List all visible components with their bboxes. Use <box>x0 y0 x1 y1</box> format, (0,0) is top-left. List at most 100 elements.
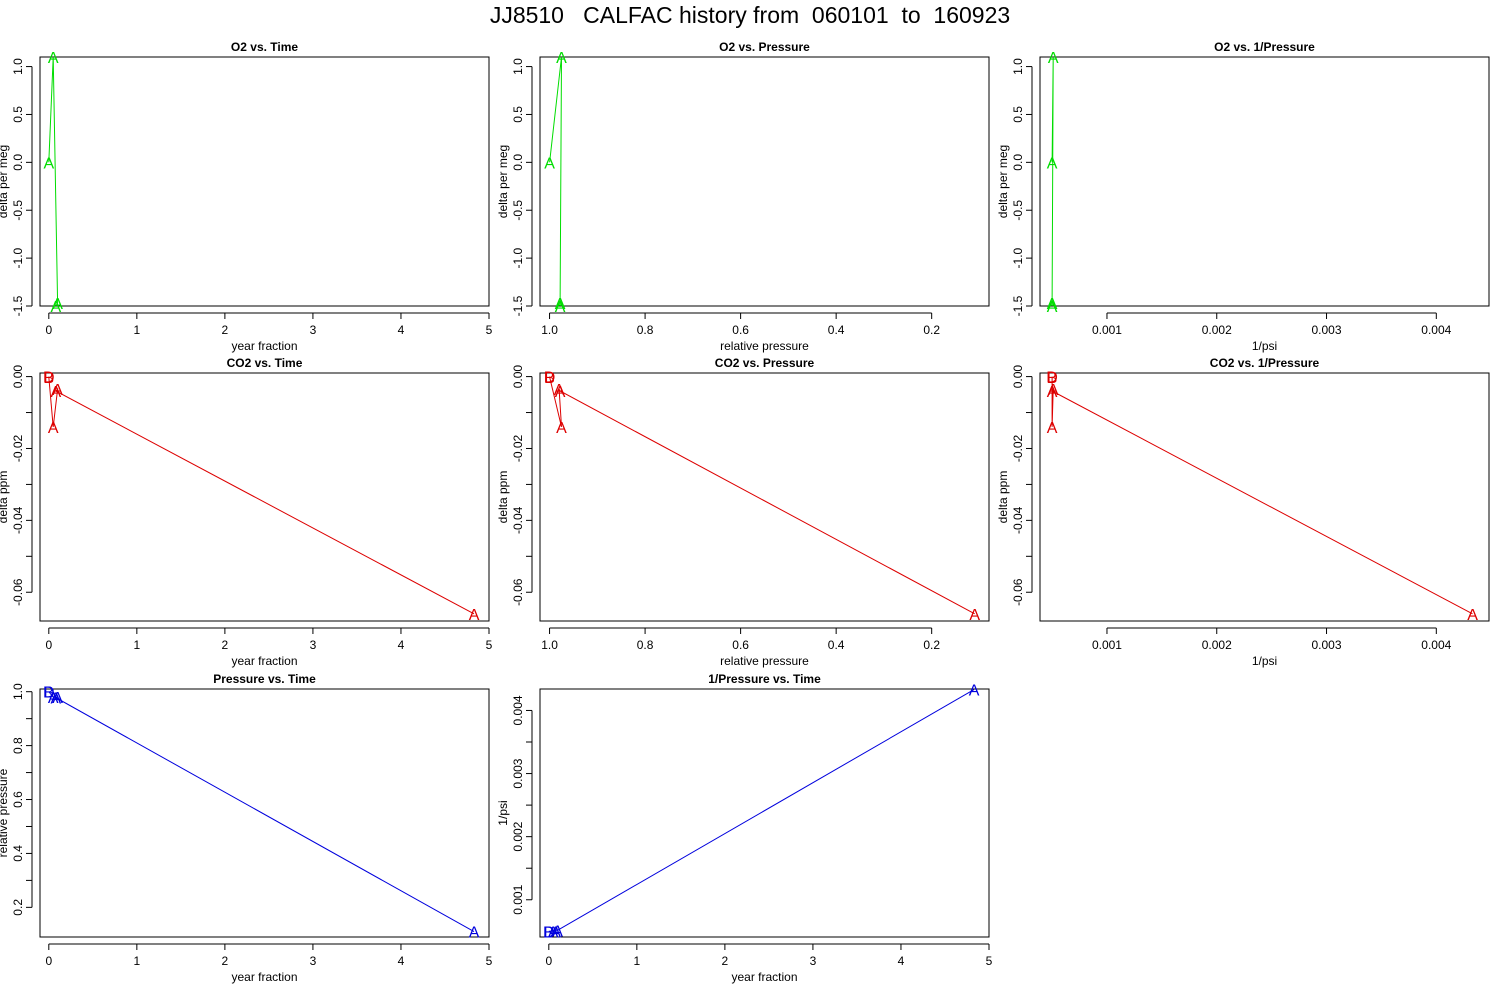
y-tick-label: -0.04 <box>1011 506 1025 534</box>
y-tick-label: -0.06 <box>511 578 525 606</box>
x-tick-label: 0.003 <box>1312 323 1342 337</box>
y-tick-label: 0.0 <box>11 154 25 171</box>
x-tick-label: 0.004 <box>1421 638 1451 652</box>
x-tick-label: 0.002 <box>1202 638 1232 652</box>
x-tick-label: 0.4 <box>828 638 845 652</box>
y-axis-label: delta per meg <box>496 145 510 218</box>
y-tick-label: 0.4 <box>11 845 25 862</box>
data-point-marker: A <box>556 50 567 67</box>
x-tick-label: 0.004 <box>1421 323 1451 337</box>
y-tick-label: -0.02 <box>511 434 525 462</box>
x-axis-label: year fraction <box>231 970 297 984</box>
x-tick-label: 0.002 <box>1202 323 1232 337</box>
page-title: JJ8510 CALFAC history from 060101 to 160… <box>489 2 1011 28</box>
x-axis-label: 1/psi <box>1252 339 1277 353</box>
plot-frame <box>39 56 490 307</box>
chart-panel: CO2 vs. Pressure 1.0 0.8 0.6 0.4 0.2 relative … <box>496 356 990 668</box>
chart-title: O2 vs. 1/Pressure <box>1214 40 1315 54</box>
data-point-marker: A <box>1047 420 1058 437</box>
x-tick-label: 0.8 <box>637 638 654 652</box>
x-tick-label: 0.6 <box>732 638 749 652</box>
data-point-marker: A <box>544 155 555 172</box>
data-point-marker: A <box>51 384 62 401</box>
y-tick-label: 0.004 <box>511 695 525 725</box>
y-tick-label: -0.5 <box>1011 200 1025 221</box>
y-tick-label: -1.0 <box>11 247 25 268</box>
data-point-marker: B <box>43 370 54 387</box>
y-tick-label: 0.003 <box>511 758 525 788</box>
x-tick-label: 0 <box>45 954 52 968</box>
y-tick-label: 0.0 <box>511 154 525 171</box>
y-axis-label: relative pressure <box>0 768 10 857</box>
y-tick-label: -0.5 <box>511 200 525 221</box>
chart-title: Pressure vs. Time <box>213 672 316 686</box>
chart-panel: CO2 vs. Time 0 1 2 3 4 5 year fraction -0.06 -0.0… <box>0 356 493 668</box>
series-line <box>48 691 475 933</box>
data-point-marker: A <box>469 925 480 942</box>
chart-title: CO2 vs. Pressure <box>715 356 815 370</box>
data-point-marker: A <box>52 296 63 313</box>
data-point-marker: A <box>555 299 566 316</box>
x-axis-label: year fraction <box>231 654 297 668</box>
x-tick-label: 4 <box>398 954 405 968</box>
series-line <box>48 376 475 615</box>
x-tick-label: 5 <box>486 638 493 652</box>
x-tick-label: 4 <box>398 638 405 652</box>
data-point-marker: A <box>555 296 566 313</box>
x-tick-label: 0 <box>45 323 52 337</box>
chart-panel: O2 vs. Time 0 1 2 3 4 5 year fraction -1.5 -1.0 -0… <box>0 40 493 353</box>
y-tick-label: 1.0 <box>11 58 25 75</box>
chart-panel: O2 vs. 1/Pressure 0.001 0.002 0.003 0.004 1/p… <box>996 40 1490 353</box>
x-tick-label: 1.0 <box>541 323 558 337</box>
x-tick-label: 3 <box>310 323 317 337</box>
data-point-marker: B <box>544 370 555 387</box>
data-point-marker: A <box>469 607 480 624</box>
y-tick-label: 0.00 <box>11 365 25 389</box>
data-point-marker: D <box>544 370 556 387</box>
y-tick-label: -1.0 <box>511 247 525 268</box>
data-point-marker: A <box>1047 155 1058 172</box>
x-tick-label: 5 <box>486 323 493 337</box>
y-axis-label: delta per meg <box>0 145 10 218</box>
x-axis-label: year fraction <box>231 339 297 353</box>
data-point-marker: A <box>52 382 63 399</box>
chart-panel: CO2 vs. 1/Pressure 0.001 0.002 0.003 0.004 1/… <box>996 356 1490 668</box>
x-tick-label: 4 <box>398 323 405 337</box>
chart-title: O2 vs. Time <box>231 40 298 54</box>
x-tick-label: 0.2 <box>923 638 940 652</box>
chart-title: CO2 vs. Time <box>227 356 303 370</box>
y-tick-label: -0.02 <box>1011 434 1025 462</box>
y-tick-label: -0.5 <box>11 200 25 221</box>
x-tick-label: 2 <box>222 638 229 652</box>
chart-title: O2 vs. Pressure <box>719 40 810 54</box>
data-point-marker: A <box>51 299 62 316</box>
data-point-marker: A <box>969 607 980 624</box>
y-axis-label: delta ppm <box>0 471 10 524</box>
plot-frame <box>39 688 490 938</box>
chart-title: CO2 vs. 1/Pressure <box>1210 356 1320 370</box>
data-point-marker: A <box>1047 384 1058 401</box>
data-point-marker: A <box>1048 50 1059 67</box>
x-tick-label: 2 <box>722 954 729 968</box>
y-axis-label: delta per meg <box>996 145 1010 218</box>
data-point-marker: A <box>1047 299 1058 316</box>
data-point-marker: A <box>48 420 59 437</box>
y-tick-label: 0.8 <box>11 737 25 754</box>
y-tick-label: 0.001 <box>511 884 525 914</box>
y-tick-label: 0.00 <box>511 365 525 389</box>
y-tick-label: -0.02 <box>11 434 25 462</box>
data-point-marker: A <box>556 420 567 437</box>
y-tick-label: 0.002 <box>511 821 525 851</box>
data-point-marker: A <box>48 50 59 67</box>
y-tick-label: 1.0 <box>11 683 25 700</box>
x-tick-label: 0.2 <box>923 323 940 337</box>
y-tick-label: -1.0 <box>1011 247 1025 268</box>
series-line <box>1051 56 1054 306</box>
data-point-marker: A <box>52 690 63 707</box>
data-point-marker: D <box>43 370 55 387</box>
x-axis-label: year fraction <box>731 970 797 984</box>
x-tick-label: 5 <box>986 954 993 968</box>
data-point-marker: A <box>969 683 980 700</box>
data-point-marker: A <box>552 924 563 941</box>
x-axis-label: relative pressure <box>720 654 809 668</box>
